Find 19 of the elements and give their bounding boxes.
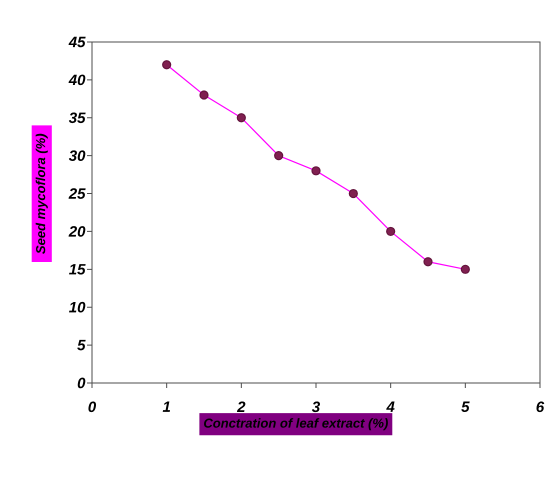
x-tick-label: 2 bbox=[236, 402, 246, 412]
y-tick-label: 0 bbox=[78, 378, 86, 388]
y-tick-label: 40 bbox=[68, 74, 86, 86]
x-tick-label: 5 bbox=[461, 402, 470, 412]
y-tick-label: 20 bbox=[68, 226, 86, 237]
x-tick-label: 4 bbox=[386, 402, 395, 412]
y-tick-label: 35 bbox=[68, 112, 86, 124]
x-tick-label: 3 bbox=[312, 402, 320, 412]
y-tick-label: 10 bbox=[69, 302, 86, 313]
y-tick-label: 15 bbox=[69, 264, 86, 275]
y-axis-title: Seed mycoflora (%) bbox=[36, 134, 48, 254]
x-tick-label: 0 bbox=[88, 402, 96, 412]
y-tick-label: 5 bbox=[77, 340, 86, 350]
y-tick-label: 45 bbox=[68, 36, 86, 48]
x-tick-label: 6 bbox=[536, 402, 544, 412]
x-axis-title: Conctration of leaf extract (%) bbox=[204, 418, 388, 430]
y-tick-label: 25 bbox=[68, 188, 86, 199]
y-tick-label: 30 bbox=[68, 150, 86, 161]
x-tick-label: 1 bbox=[162, 402, 170, 412]
